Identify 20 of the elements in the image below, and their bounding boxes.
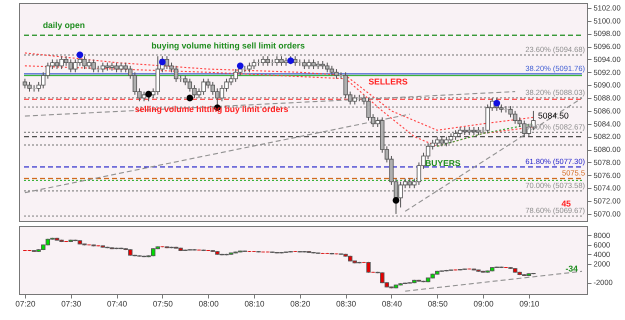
x-tick-label: 09:00	[474, 300, 494, 308]
annotation: selling volume hitting buy limit orders	[134, 104, 289, 114]
annotation: SELLERS	[368, 76, 408, 86]
x-tick-label: 08:50	[428, 300, 448, 308]
annotation: -34	[566, 263, 578, 274]
x-tick-label: 07:40	[107, 300, 128, 308]
annotation: buying volume hitting sell limit orders	[151, 40, 306, 51]
x-tick-label: 07:50	[152, 300, 174, 308]
x-tick-label: 08:40	[382, 300, 402, 308]
x-tick-label: 09:10	[519, 300, 540, 308]
x-tick-label: 08:00	[198, 300, 220, 308]
annotation: 45	[561, 198, 572, 209]
x-tick-label: 08:30	[336, 300, 357, 308]
annotation: 5084.50	[538, 110, 570, 121]
annotation: BUYERS	[425, 158, 461, 168]
x-tick-label: 07:30	[61, 300, 82, 308]
x-tick-label: 07:20	[15, 300, 36, 308]
x-tick-label: 08:20	[290, 300, 311, 308]
x-tick-label: 08:10	[244, 300, 266, 308]
annotation: daily open	[42, 20, 85, 30]
